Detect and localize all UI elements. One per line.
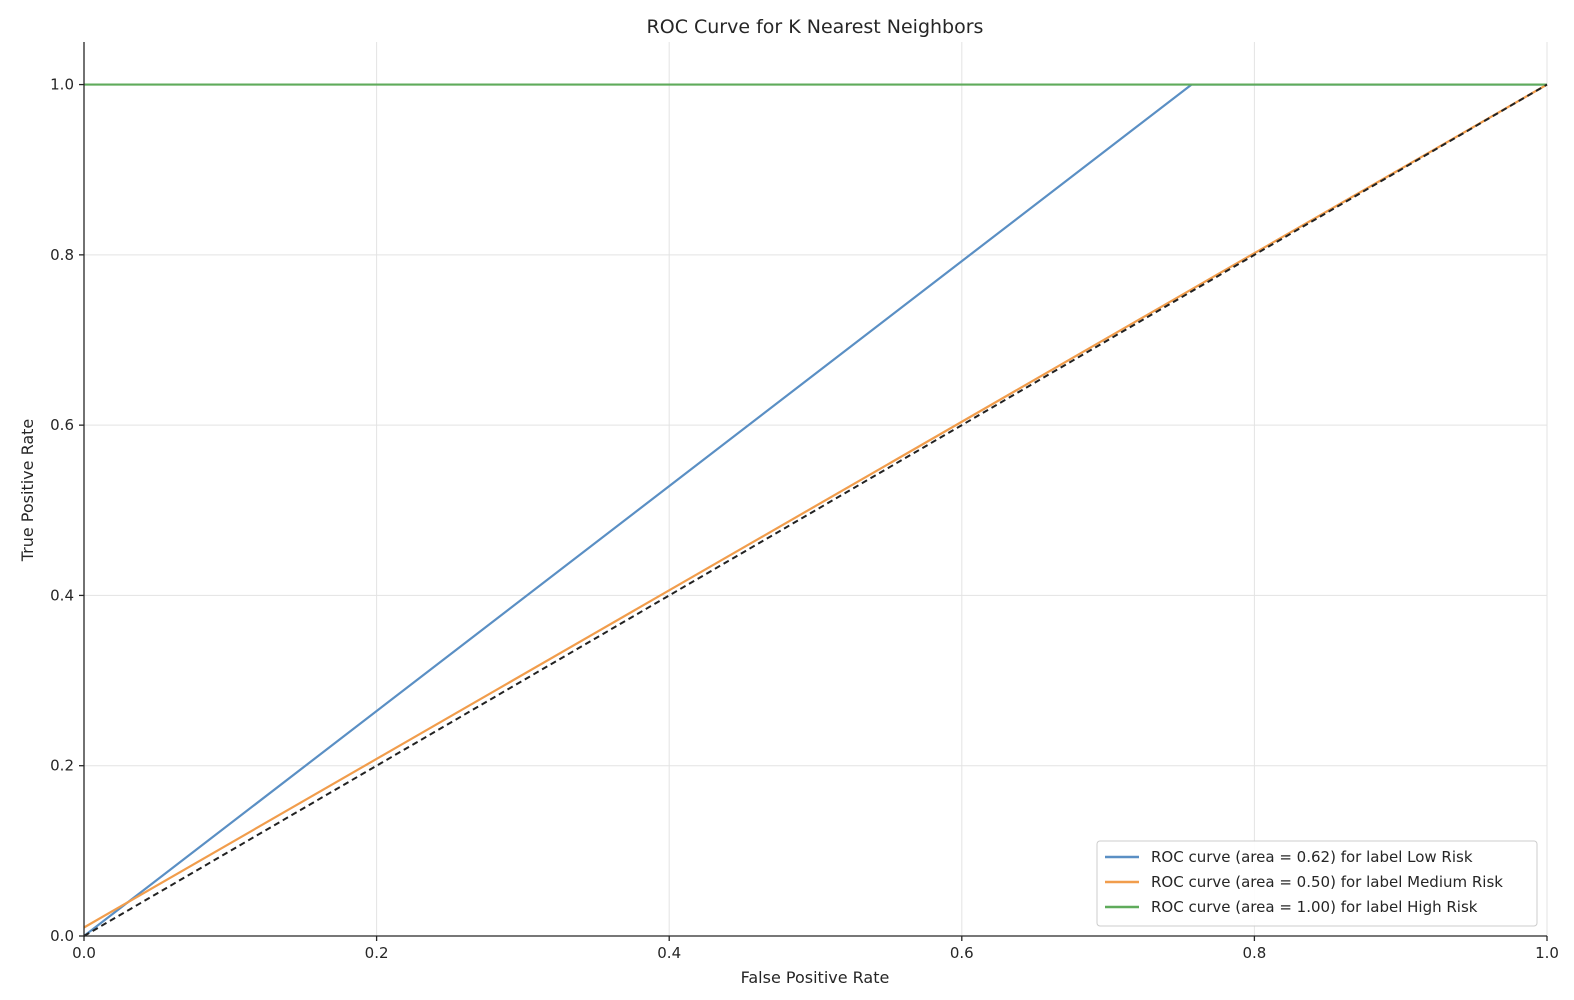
y-tick-label: 0.2 [50,757,74,775]
x-tick-label: 1.0 [1535,944,1559,962]
y-tick-label: 0.0 [50,927,74,945]
legend-box [1096,840,1538,927]
x-tick-label: 0.8 [1242,944,1266,962]
chart-title: ROC Curve for K Nearest Neighbors [647,16,984,38]
x-tick-label: 0.0 [72,944,96,962]
x-tick-label: 0.4 [657,944,681,962]
reference-diagonal-line [83,83,1548,937]
y-tick-label: 0.4 [50,586,74,604]
legend-label-low-risk: ROC curve (area = 0.62) for label Low Ri… [1151,848,1473,866]
y-tick-label: 0.6 [50,416,74,434]
x-tick-label: 0.2 [365,944,389,962]
y-axis-label: True Positive Rate [18,419,37,563]
y-tick-label: 1.0 [50,76,74,94]
y-tick-label: 0.8 [50,246,74,264]
axes [83,42,1547,937]
tick-labels: 0.0 0.2 0.4 0.6 0.8 1.0 0.0 0.2 0.4 0.6 0.8 1.0 [50,76,1559,962]
x-tick-label: 0.6 [950,944,974,962]
series-line-medium-risk [83,83,1548,929]
legend: ROC curve (area = 0.62) for label Low Ri… [1096,840,1538,927]
x-axis-label: False Positive Rate [741,968,890,987]
legend-label-high-risk: ROC curve (area = 1.00) for label High R… [1151,898,1478,916]
series-lines [83,83,1548,937]
legend-label-medium-risk: ROC curve (area = 0.50) for label Medium… [1151,873,1503,891]
